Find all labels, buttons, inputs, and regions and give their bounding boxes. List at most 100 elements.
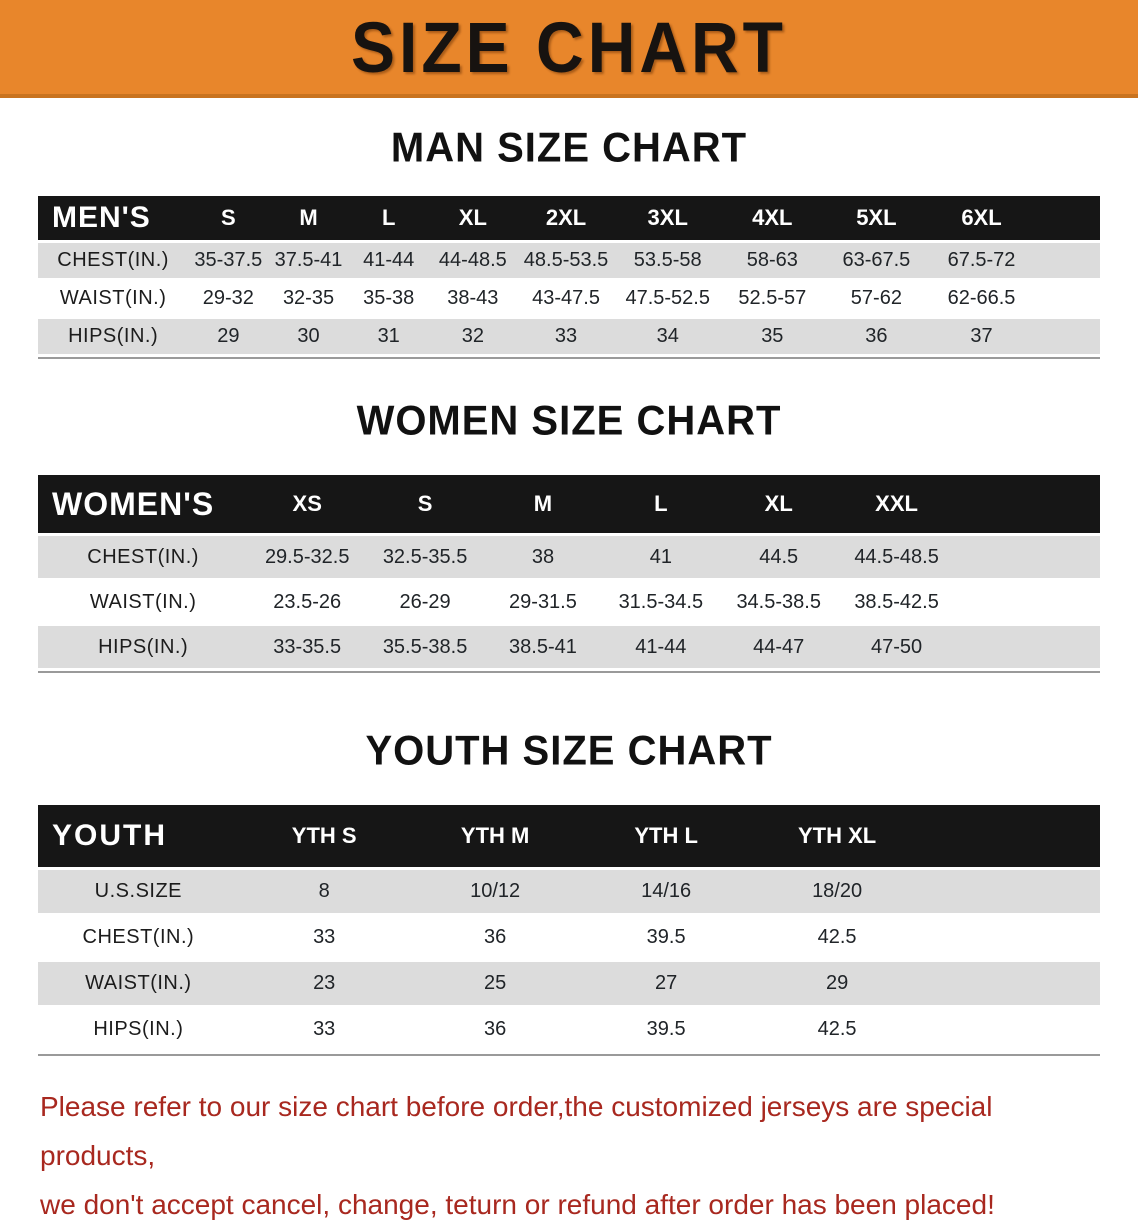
row-filler-cell: [1034, 281, 1100, 316]
order-note-line1: Please refer to our size chart before or…: [40, 1091, 993, 1171]
size-value-cell: 35-38: [348, 281, 429, 316]
size-value-cell: 32.5-35.5: [366, 536, 485, 578]
women-size-table: WOMEN'S XS S M L XL XXL CHEST(IN.) 29.5-32.5 32.5…: [38, 472, 1100, 671]
size-value-cell: 33: [238, 916, 410, 959]
size-column-header: XL: [428, 196, 517, 240]
row-filler-cell: [922, 916, 1100, 959]
size-column-header: 2XL: [516, 196, 616, 240]
table-group-label: MEN'S: [38, 196, 189, 240]
order-note: Please refer to our size chart before or…: [40, 1082, 1098, 1229]
youth-size-table-wrap: YOUTH YTH S YTH M YTH L YTH XL U.S.SIZE 8 10/12…: [38, 802, 1100, 1056]
size-value-cell: 36: [824, 319, 929, 354]
size-value-cell: 30: [268, 319, 349, 354]
header-filler-cell: [955, 475, 1100, 533]
men-section-heading: MAN SIZE CHART: [390, 124, 748, 172]
row-filler-cell: [1034, 319, 1100, 354]
row-filler-cell: [922, 870, 1100, 913]
measurement-row-label: U.S.SIZE: [38, 870, 239, 913]
measurement-row-label: WAIST(IN.): [38, 581, 249, 623]
size-value-cell: 27: [580, 962, 752, 1005]
measurement-row-label: WAIST(IN.): [38, 281, 189, 316]
size-column-header: M: [484, 475, 602, 533]
men-size-table-wrap: MEN'S S M L XL 2XL 3XL 4XL 5XL 6XL CHEST(IN.) 35-37…: [38, 193, 1100, 359]
size-value-cell: 39.5: [580, 916, 752, 959]
measurement-row-label: CHEST(IN.): [38, 916, 239, 959]
size-value-cell: 47-50: [837, 626, 956, 668]
size-value-cell: 36: [409, 1008, 581, 1051]
size-value-cell: 14/16: [580, 870, 752, 913]
size-column-header: XL: [719, 475, 838, 533]
size-value-cell: 58-63: [720, 243, 825, 278]
size-value-cell: 26-29: [366, 581, 485, 623]
women-section: WOMEN SIZE CHART WOMEN'S XS S M L XL XXL CHEST(…: [0, 398, 1138, 673]
row-filler-cell: [955, 536, 1100, 578]
banner-title: SIZE CHART: [351, 7, 787, 87]
size-value-cell: 33-35.5: [248, 626, 367, 668]
size-value-cell: 37.5-41: [268, 243, 349, 278]
row-filler-cell: [1034, 243, 1100, 278]
table-group-label: WOMEN'S: [38, 475, 249, 533]
size-value-cell: 34: [615, 319, 721, 354]
size-column-header: YTH L: [580, 805, 752, 867]
size-value-cell: 18/20: [751, 870, 923, 913]
size-column-header: L: [601, 475, 720, 533]
size-value-cell: 38.5-41: [484, 626, 602, 668]
size-value-cell: 41-44: [601, 626, 720, 668]
measurement-row-label: HIPS(IN.): [38, 319, 189, 354]
size-value-cell: 35.5-38.5: [366, 626, 485, 668]
size-value-cell: 44.5-48.5: [837, 536, 956, 578]
size-column-header: L: [348, 196, 429, 240]
size-value-cell: 32: [428, 319, 517, 354]
men-section: MAN SIZE CHART MEN'S S M L XL 2XL 3XL 4XL 5XL 6XL…: [0, 124, 1138, 359]
women-size-table-wrap: WOMEN'S XS S M L XL XXL CHEST(IN.) 29.5-32.5 32.5…: [38, 472, 1100, 673]
size-value-cell: 34.5-38.5: [719, 581, 838, 623]
size-value-cell: 29.5-32.5: [248, 536, 367, 578]
size-value-cell: 31.5-34.5: [601, 581, 720, 623]
measurement-row-label: HIPS(IN.): [38, 1008, 239, 1051]
size-value-cell: 47.5-52.5: [615, 281, 721, 316]
size-value-cell: 43-47.5: [516, 281, 616, 316]
measurement-row-label: CHEST(IN.): [38, 243, 189, 278]
row-filler-cell: [922, 962, 1100, 1005]
size-column-header: XS: [248, 475, 367, 533]
size-value-cell: 42.5: [751, 1008, 923, 1051]
youth-section: YOUTH SIZE CHART YOUTH YTH S YTH M YTH L YTH…: [0, 727, 1138, 1056]
size-column-header: YTH XL: [751, 805, 923, 867]
size-value-cell: 37: [928, 319, 1035, 354]
size-value-cell: 29-31.5: [484, 581, 602, 623]
size-column-header: M: [268, 196, 349, 240]
size-value-cell: 44-47: [719, 626, 838, 668]
size-value-cell: 36: [409, 916, 581, 959]
size-value-cell: 25: [409, 962, 581, 1005]
size-value-cell: 38-43: [428, 281, 517, 316]
banner: SIZE CHART: [0, 0, 1138, 98]
men-size-table: MEN'S S M L XL 2XL 3XL 4XL 5XL 6XL CHEST(IN.) 35-37…: [38, 193, 1100, 357]
youth-section-heading: YOUTH SIZE CHART: [365, 727, 773, 775]
size-value-cell: 31: [348, 319, 429, 354]
size-value-cell: 41: [601, 536, 720, 578]
size-value-cell: 53.5-58: [615, 243, 721, 278]
size-value-cell: 38.5-42.5: [837, 581, 956, 623]
row-filler-cell: [955, 626, 1100, 668]
size-column-header: YTH S: [238, 805, 410, 867]
measurement-row-label: WAIST(IN.): [38, 962, 239, 1005]
order-note-line2: we don't accept cancel, change, teturn o…: [40, 1189, 995, 1220]
size-value-cell: 41-44: [348, 243, 429, 278]
size-value-cell: 29-32: [188, 281, 269, 316]
size-value-cell: 23.5-26: [248, 581, 367, 623]
size-value-cell: 33: [516, 319, 616, 354]
size-value-cell: 10/12: [409, 870, 581, 913]
size-value-cell: 42.5: [751, 916, 923, 959]
size-value-cell: 63-67.5: [824, 243, 929, 278]
table-group-label: YOUTH: [38, 805, 239, 867]
size-value-cell: 52.5-57: [720, 281, 825, 316]
size-value-cell: 39.5: [580, 1008, 752, 1051]
size-column-header: 4XL: [720, 196, 825, 240]
size-value-cell: 44.5: [719, 536, 838, 578]
measurement-row-label: CHEST(IN.): [38, 536, 249, 578]
size-column-header: 3XL: [615, 196, 721, 240]
youth-size-table: YOUTH YTH S YTH M YTH L YTH XL U.S.SIZE 8 10/12…: [38, 802, 1100, 1054]
header-filler-cell: [1034, 196, 1100, 240]
size-column-header: XXL: [837, 475, 956, 533]
